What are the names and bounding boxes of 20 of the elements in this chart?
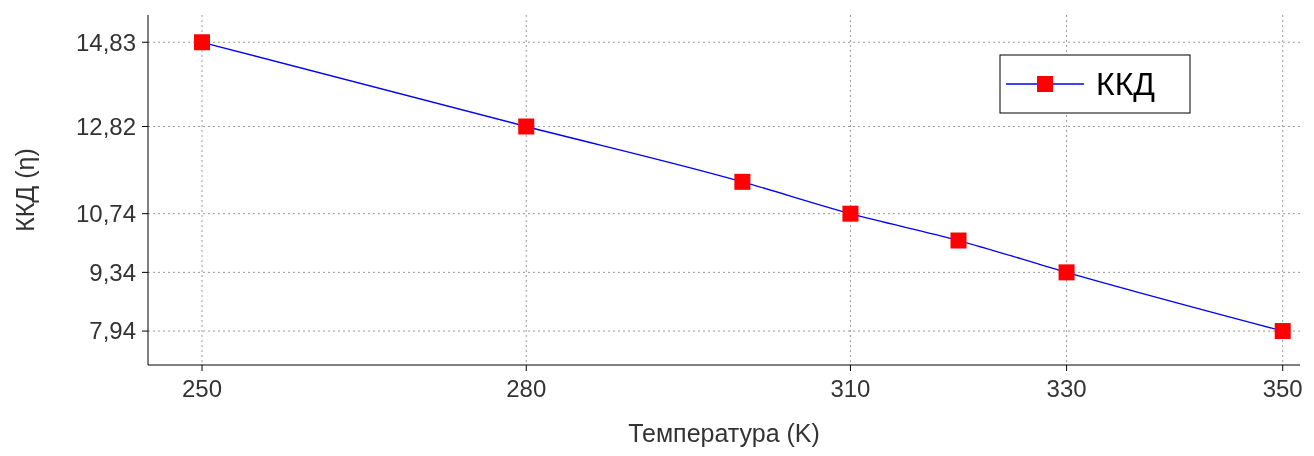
point	[1274, 323, 1291, 340]
x-tick-label: 250	[182, 375, 223, 402]
point	[842, 205, 859, 222]
x-tick-label: 280	[506, 375, 547, 402]
point	[950, 232, 967, 249]
y-tick-label: 10,74	[75, 200, 136, 228]
point	[518, 118, 535, 135]
x-axis-title: Температура (K)	[628, 419, 820, 447]
x-tick-label: 310	[830, 375, 871, 402]
y-tick-label: 7,94	[89, 317, 136, 345]
x-tick-label: 330	[1046, 375, 1087, 402]
point	[194, 34, 211, 51]
point	[734, 173, 751, 190]
x-tick-label: 350	[1262, 375, 1303, 402]
legend-label: ККД	[1096, 66, 1156, 103]
point	[1058, 264, 1075, 281]
y-axis-title: ККД (η)	[11, 148, 39, 232]
y-tick-label: 12,82	[75, 112, 136, 140]
y-tick-label: 14,83	[75, 28, 136, 56]
y-tick-label: 9,34	[89, 258, 136, 286]
